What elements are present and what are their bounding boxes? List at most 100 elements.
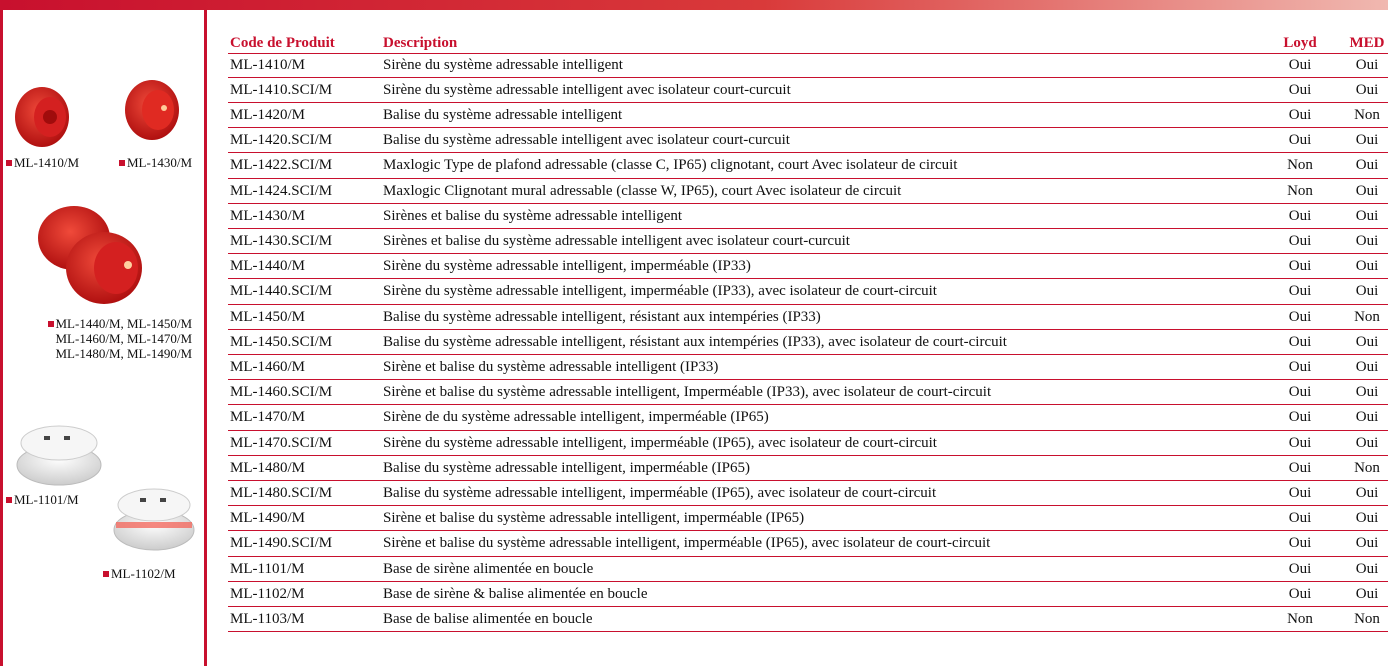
siren-1410 (15, 87, 69, 147)
base-1101 (16, 425, 102, 486)
table-cell: Oui (1288, 510, 1312, 527)
header-cell: Description (383, 35, 458, 51)
table-cell: ML-1480/M (230, 459, 305, 476)
table-cell: Base de sirène alimentée en boucle (383, 560, 594, 577)
table-cell: Sirène et balise du système adressable i… (383, 535, 991, 552)
caption-text: ML-1440/M, ML-1450/M (55, 316, 193, 331)
table-cell: Oui (1355, 434, 1379, 451)
table-cell: ML-1410/M (230, 56, 305, 73)
table-cell: ML-1450.SCI/M (230, 333, 333, 350)
table-cell: Non (1354, 308, 1380, 325)
caption-text: ML-1101/M (14, 492, 79, 507)
row-line (228, 253, 1388, 255)
row-line (228, 404, 1388, 406)
table-cell: ML-1490.SCI/M (230, 535, 333, 552)
caption-text: ML-1430/M (127, 155, 192, 170)
table-cell: Sirène et balise du système adressable i… (383, 510, 805, 527)
caption-text: ML-1410/M (14, 155, 79, 170)
table-cell: ML-1450/M (230, 308, 305, 325)
table-cell: Balise du système adressable intelligent (383, 106, 623, 123)
table-cell: Oui (1355, 585, 1379, 602)
table-cell: Oui (1355, 358, 1379, 375)
table-cell: ML-1430/M (230, 207, 305, 224)
table-cell: Sirène de du système adressable intellig… (383, 409, 769, 426)
table-cell: Sirène du système adressable intelligent… (383, 258, 751, 275)
table-cell: Sirène du système adressable intelligent… (383, 434, 937, 451)
table-cell: Oui (1288, 258, 1312, 275)
row-line (228, 353, 1388, 355)
table-cell: Oui (1288, 484, 1312, 501)
table-cell: ML-1101/M (230, 560, 305, 577)
table-cell: Oui (1288, 560, 1312, 577)
table-cell: Maxlogic Type de plafond adressable (cla… (383, 157, 958, 174)
caption-text: ML-1460/M, ML-1470/M (55, 331, 193, 346)
table-cell: Oui (1355, 384, 1379, 401)
table-cell: Non (1287, 157, 1313, 174)
table-cell: Oui (1355, 560, 1379, 577)
header-cell: Loyd (1283, 35, 1317, 51)
table-cell: Oui (1355, 157, 1379, 174)
row-line (228, 177, 1388, 179)
row-line (228, 202, 1388, 204)
table-cell: Balise du système adressable intelligent… (383, 308, 821, 325)
table-cell: Oui (1355, 232, 1379, 249)
table-cell: Balise du système adressable intelligent… (383, 132, 790, 149)
table-cell: ML-1410.SCI/M (230, 81, 333, 98)
table-cell: ML-1470.SCI/M (230, 434, 333, 451)
table-cell: Oui (1355, 132, 1379, 149)
table-cell: Oui (1288, 459, 1312, 476)
row-line (228, 479, 1388, 481)
caption: ML-1440/M, ML-1450/M (47, 316, 193, 332)
table-cell: Oui (1355, 56, 1379, 73)
row-line (228, 76, 1388, 78)
row-line (228, 530, 1388, 532)
table-cell: Non (1287, 182, 1313, 199)
table-cell: Oui (1355, 81, 1379, 98)
table-cell: Oui (1355, 333, 1379, 350)
row-line (228, 580, 1388, 582)
row-line (228, 429, 1388, 431)
table-cell: ML-1460.SCI/M (230, 384, 333, 401)
left-border (0, 10, 3, 666)
table-cell: ML-1460/M (230, 358, 305, 375)
sounder-1440 (38, 206, 142, 304)
table-cell: Balise du système adressable intelligent… (383, 484, 937, 501)
table-cell: Oui (1355, 182, 1379, 199)
table-cell: Oui (1288, 434, 1312, 451)
table-cell: ML-1422.SCI/M (230, 157, 333, 174)
caption: ML-1410/M (6, 155, 79, 171)
row-line (228, 379, 1388, 381)
caption-text: ML-1102/M (111, 566, 176, 581)
table-cell: Oui (1288, 56, 1312, 73)
product-images (15, 80, 195, 551)
row-line (228, 303, 1388, 305)
table-cell: Oui (1355, 484, 1379, 501)
table-cell: ML-1424.SCI/M (230, 182, 333, 199)
row-line (228, 555, 1388, 557)
table-cell: Oui (1288, 232, 1312, 249)
header-cell: MED (1349, 35, 1385, 51)
row-line (228, 101, 1388, 103)
table-cell: Oui (1288, 384, 1312, 401)
row-line (228, 152, 1388, 154)
row-line (228, 127, 1388, 129)
table-cell: Oui (1288, 358, 1312, 375)
row-line (228, 52, 1388, 54)
siren-1430 (125, 80, 179, 140)
table-cell: Sirène et balise du système adressable i… (383, 358, 719, 375)
table-cell: Oui (1355, 283, 1379, 300)
row-line (228, 454, 1388, 456)
table-cell: Sirène du système adressable intelligent… (383, 81, 791, 98)
table-cell: Sirènes et balise du système adressable … (383, 207, 683, 224)
row-line (228, 328, 1388, 330)
table-cell: Oui (1288, 333, 1312, 350)
row-line (228, 605, 1388, 607)
table-cell: Balise du système adressable intelligent… (383, 459, 750, 476)
table-cell: ML-1430.SCI/M (230, 232, 333, 249)
row-line (228, 227, 1388, 229)
table-cell: Oui (1355, 207, 1379, 224)
table-cell: ML-1103/M (230, 610, 305, 627)
table-cell: Sirène et balise du système adressable i… (383, 384, 992, 401)
caption: ML-1430/M (119, 155, 192, 171)
caption: ML-1480/M, ML-1490/M (56, 346, 193, 362)
